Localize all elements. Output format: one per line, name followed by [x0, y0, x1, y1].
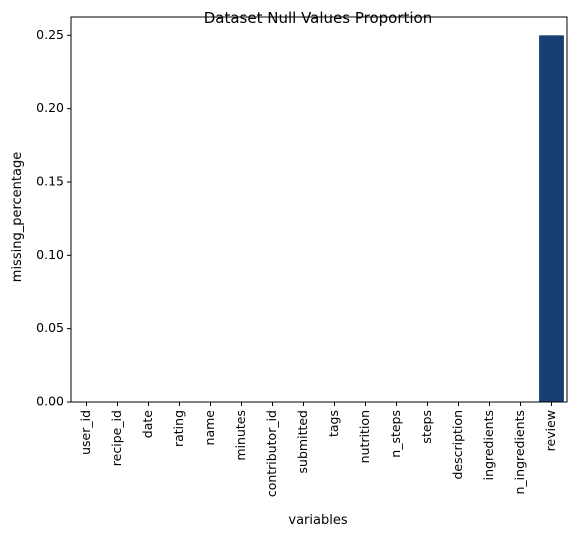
y-tick-label: 0.00: [36, 394, 64, 409]
x-axis-ticks: user_id recipe_id date rating name minutes con…: [78, 402, 558, 497]
x-tick-label: description: [450, 410, 465, 480]
x-tick-label: date: [140, 410, 155, 438]
x-tick-label: minutes: [233, 410, 248, 461]
bar-review: [539, 35, 564, 402]
x-tick-label: nutrition: [357, 410, 372, 463]
x-tick-label: recipe_id: [109, 410, 124, 466]
x-tick-label: steps: [419, 410, 434, 444]
x-axis-label: variables: [288, 513, 347, 528]
y-tick-label: 0.25: [36, 27, 64, 42]
y-tick-label: 0.10: [36, 247, 64, 262]
chart-title: Dataset Null Values Proportion: [204, 9, 433, 27]
x-tick-label: submitted: [295, 410, 310, 473]
plot-frame: [70, 16, 568, 403]
x-tick-label: user_id: [78, 410, 93, 455]
y-tick-label: 0.15: [36, 174, 64, 189]
x-tick-label: n_steps: [388, 410, 403, 458]
x-tick-label: name: [202, 410, 217, 446]
bars-group: [539, 35, 564, 402]
y-tick-label: 0.20: [36, 100, 64, 115]
x-tick-label: rating: [171, 410, 186, 447]
x-tick-label: contributor_id: [264, 410, 279, 497]
x-tick-label: review: [543, 410, 558, 451]
x-tick-label: tags: [326, 410, 341, 437]
y-tick-label: 0.05: [36, 320, 64, 335]
x-tick-label: ingredients: [481, 410, 496, 480]
y-axis-ticks: 0.00 0.05 0.10 0.15 0.20 0.25: [36, 27, 71, 409]
x-tick-label: n_ingredients: [512, 410, 527, 495]
y-axis-label: missing_percentage: [10, 152, 25, 282]
